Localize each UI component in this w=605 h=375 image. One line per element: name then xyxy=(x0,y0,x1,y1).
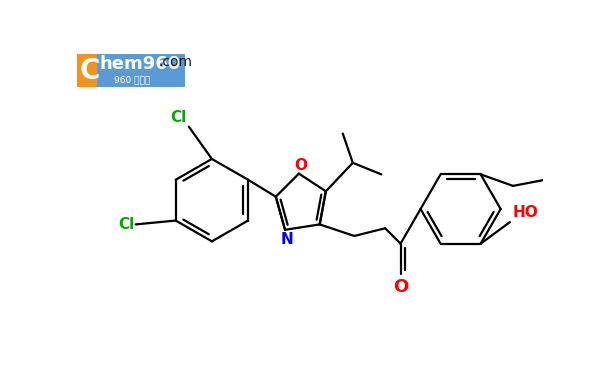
Text: O: O xyxy=(393,278,408,296)
Bar xyxy=(77,54,99,87)
Text: HO: HO xyxy=(512,205,538,220)
Text: N: N xyxy=(280,231,293,246)
Text: C: C xyxy=(79,57,100,84)
Bar xyxy=(97,54,185,87)
Text: O: O xyxy=(294,158,307,173)
Text: hem960: hem960 xyxy=(99,55,181,73)
Text: Cl: Cl xyxy=(170,110,186,125)
Text: Cl: Cl xyxy=(118,217,134,232)
Text: .com: .com xyxy=(159,55,192,69)
Text: 960 化工网: 960 化工网 xyxy=(114,75,150,84)
